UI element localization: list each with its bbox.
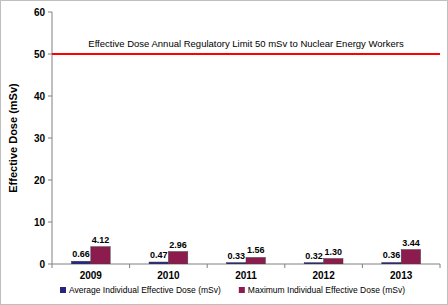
- y-axis: [52, 12, 53, 264]
- data-label: 0.36: [383, 250, 401, 260]
- data-label: 4.12: [92, 235, 110, 245]
- x-tick: [440, 264, 441, 268]
- x-tick-label: 2009: [80, 270, 103, 281]
- x-tick: [284, 264, 285, 268]
- y-tick: [48, 222, 52, 223]
- y-tick-label: 20: [34, 175, 46, 186]
- legend-swatch: [239, 287, 245, 293]
- bar: [401, 250, 420, 264]
- data-label: 0.47: [150, 250, 168, 260]
- y-tick: [48, 12, 52, 13]
- y-tick: [48, 264, 52, 265]
- data-label: 1.30: [325, 247, 343, 257]
- x-tick-label: 2012: [312, 270, 335, 281]
- bar: [149, 262, 168, 264]
- chart: 0 10 20 30 40 50 60 Effective Dose (mSv) 0.664.1…: [0, 0, 448, 305]
- data-label: 1.56: [247, 245, 265, 255]
- bar: [304, 263, 323, 264]
- chart-border: [1, 1, 448, 305]
- bar: [91, 247, 110, 264]
- y-tick: [48, 54, 52, 55]
- legend: Average Individual Effective Dose (mSv) M…: [60, 285, 405, 295]
- data-label: 0.66: [72, 249, 90, 259]
- data-label: 3.44: [402, 238, 420, 248]
- y-tick-label: 50: [34, 49, 46, 60]
- x-tick-label: 2011: [235, 270, 257, 281]
- x-tick-label: 2010: [157, 270, 180, 281]
- annotation: Effective Dose Annual Regulatory Limit 5…: [88, 38, 404, 49]
- y-tick: [48, 96, 52, 97]
- y-tick-label: 0: [39, 259, 45, 270]
- bar: [246, 257, 265, 264]
- y-tick-label: 30: [34, 133, 46, 144]
- x-tick: [362, 264, 363, 268]
- bar: [71, 261, 90, 264]
- y-tick-label: 60: [34, 7, 46, 18]
- y-axis-title: Effective Dose (mSv): [7, 83, 19, 193]
- plot-area: [52, 54, 440, 264]
- legend-label: Maximum Individual Effective Dose (mSv): [248, 285, 405, 295]
- x-tick: [207, 264, 208, 268]
- y-tick: [48, 138, 52, 139]
- x-tick-label: 2013: [390, 270, 413, 281]
- bar: [382, 262, 401, 264]
- bar: [324, 259, 343, 264]
- x-tick: [52, 264, 53, 268]
- y-tick-label: 10: [34, 217, 46, 228]
- reference-line: [52, 53, 440, 55]
- y-tick-label: 40: [34, 91, 46, 102]
- y-tick: [48, 180, 52, 181]
- x-tick: [129, 264, 130, 268]
- data-label: 2.96: [169, 240, 187, 250]
- legend-swatch: [60, 287, 66, 293]
- bar: [168, 252, 187, 264]
- data-label: 0.33: [228, 251, 246, 261]
- data-label: 0.32: [305, 251, 323, 261]
- legend-label: Average Individual Effective Dose (mSv): [69, 285, 221, 295]
- bar: [227, 263, 246, 264]
- data-labels: 0.664.12 0.472.96 0.331.56 0.321.30 0.363.44: [72, 235, 419, 261]
